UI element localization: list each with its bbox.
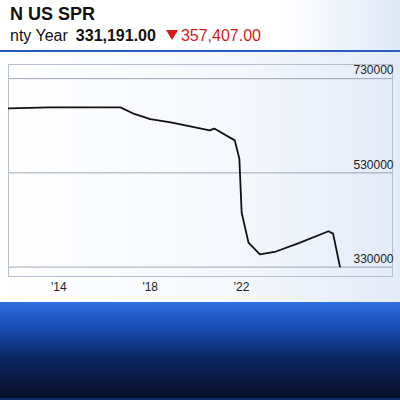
html-text:N US SPR: N US SPR bbox=[10, 4, 95, 24]
html-text:nty Year: nty Year bbox=[10, 27, 68, 44]
svg-text:730000: 730000 bbox=[353, 63, 393, 77]
svg-text:'18: '18 bbox=[142, 280, 158, 294]
svg-text:330000: 330000 bbox=[353, 252, 393, 266]
svg-text:'14: '14 bbox=[51, 280, 67, 294]
svg-text:'22: '22 bbox=[234, 280, 250, 294]
html-text:357,407.00: 357,407.00 bbox=[180, 27, 261, 44]
html-text:331,191.00: 331,191.00 bbox=[75, 27, 156, 44]
svg-text:530000: 530000 bbox=[353, 158, 393, 172]
